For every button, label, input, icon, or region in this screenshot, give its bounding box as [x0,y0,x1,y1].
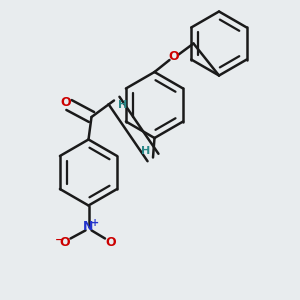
Text: O: O [60,96,71,109]
Text: H: H [118,100,127,110]
Text: O: O [60,236,70,249]
Text: H: H [141,146,150,157]
Text: O: O [169,50,179,63]
Text: O: O [105,236,116,249]
Text: −: − [54,235,64,245]
Text: +: + [91,218,99,229]
Text: N: N [83,220,94,233]
